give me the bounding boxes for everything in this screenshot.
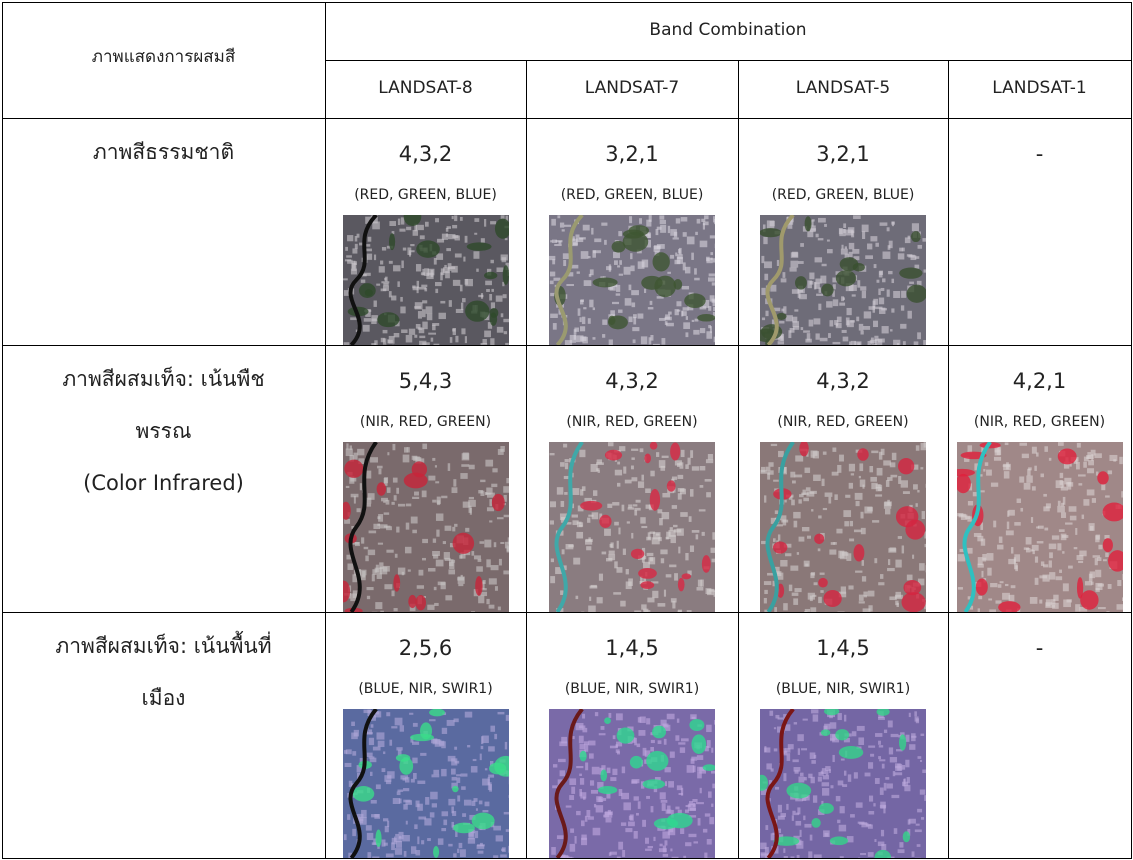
satellite-image [549, 215, 715, 345]
band-combination: 1,4,5 [738, 634, 948, 663]
satellite-image [760, 215, 926, 345]
band-combination: 4,3,2 [325, 140, 526, 169]
satellite-image [549, 709, 715, 858]
band-combination: 1,4,5 [526, 634, 738, 663]
band-names: (RED, GREEN, BLUE) [738, 186, 948, 206]
column-header: LANDSAT-1 [948, 77, 1131, 101]
satellite-image [760, 442, 926, 612]
header-title: ภาพแสดงการผสมสี [2, 46, 325, 70]
band-combination: 3,2,1 [526, 140, 738, 169]
band-combination: 2,5,6 [325, 634, 526, 663]
band-names: (BLUE, NIR, SWIR1) [325, 680, 526, 700]
table-border [2, 118, 1132, 119]
table-border [526, 60, 527, 858]
satellite-image [549, 442, 715, 612]
band-names: (NIR, RED, GREEN) [526, 413, 738, 433]
band-combination: 4,3,2 [526, 367, 738, 396]
row-label: ภาพสีผสมเท็จ: เน้นพื้นที่ [2, 632, 325, 661]
band-names: (NIR, RED, GREEN) [325, 413, 526, 433]
header-group: Band Combination [325, 19, 1131, 43]
row-label: พรรณ [2, 417, 325, 446]
table-border [738, 60, 739, 858]
satellite-image [343, 215, 509, 345]
table-border [2, 858, 1132, 859]
column-header: LANDSAT-8 [325, 77, 526, 101]
band-names: (RED, GREEN, BLUE) [325, 186, 526, 206]
page: ภาพแสดงการผสมสีBand Combination LANDSAT-8… [0, 0, 1133, 860]
table-border [2, 612, 1132, 613]
band-names: (RED, GREEN, BLUE) [526, 186, 738, 206]
satellite-image [957, 442, 1123, 612]
band-names: (NIR, RED, GREEN) [738, 413, 948, 433]
band-names: (BLUE, NIR, SWIR1) [738, 680, 948, 700]
column-header: LANDSAT-7 [526, 77, 738, 101]
row-label: เมือง [2, 684, 325, 713]
satellite-image [343, 442, 509, 612]
table-border [2, 2, 1132, 3]
satellite-image [343, 709, 509, 858]
table-border [2, 345, 1132, 346]
row-label: (Color Infrared) [2, 469, 325, 498]
table-border [948, 60, 949, 858]
row-label: ภาพสีผสมเท็จ: เน้นพืช [2, 365, 325, 394]
band-combination: 5,4,3 [325, 367, 526, 396]
band-combination: - [948, 140, 1131, 169]
band-combination: 3,2,1 [738, 140, 948, 169]
table-border [325, 60, 1131, 61]
row-label: ภาพสีธรรมชาติ [2, 138, 325, 167]
band-combination: 4,2,1 [948, 367, 1131, 396]
band-names: (NIR, RED, GREEN) [948, 413, 1131, 433]
band-combination: - [948, 634, 1131, 663]
band-names: (BLUE, NIR, SWIR1) [526, 680, 738, 700]
satellite-image [760, 709, 926, 858]
band-combination: 4,3,2 [738, 367, 948, 396]
table-border [1131, 2, 1132, 858]
column-header: LANDSAT-5 [738, 77, 948, 101]
